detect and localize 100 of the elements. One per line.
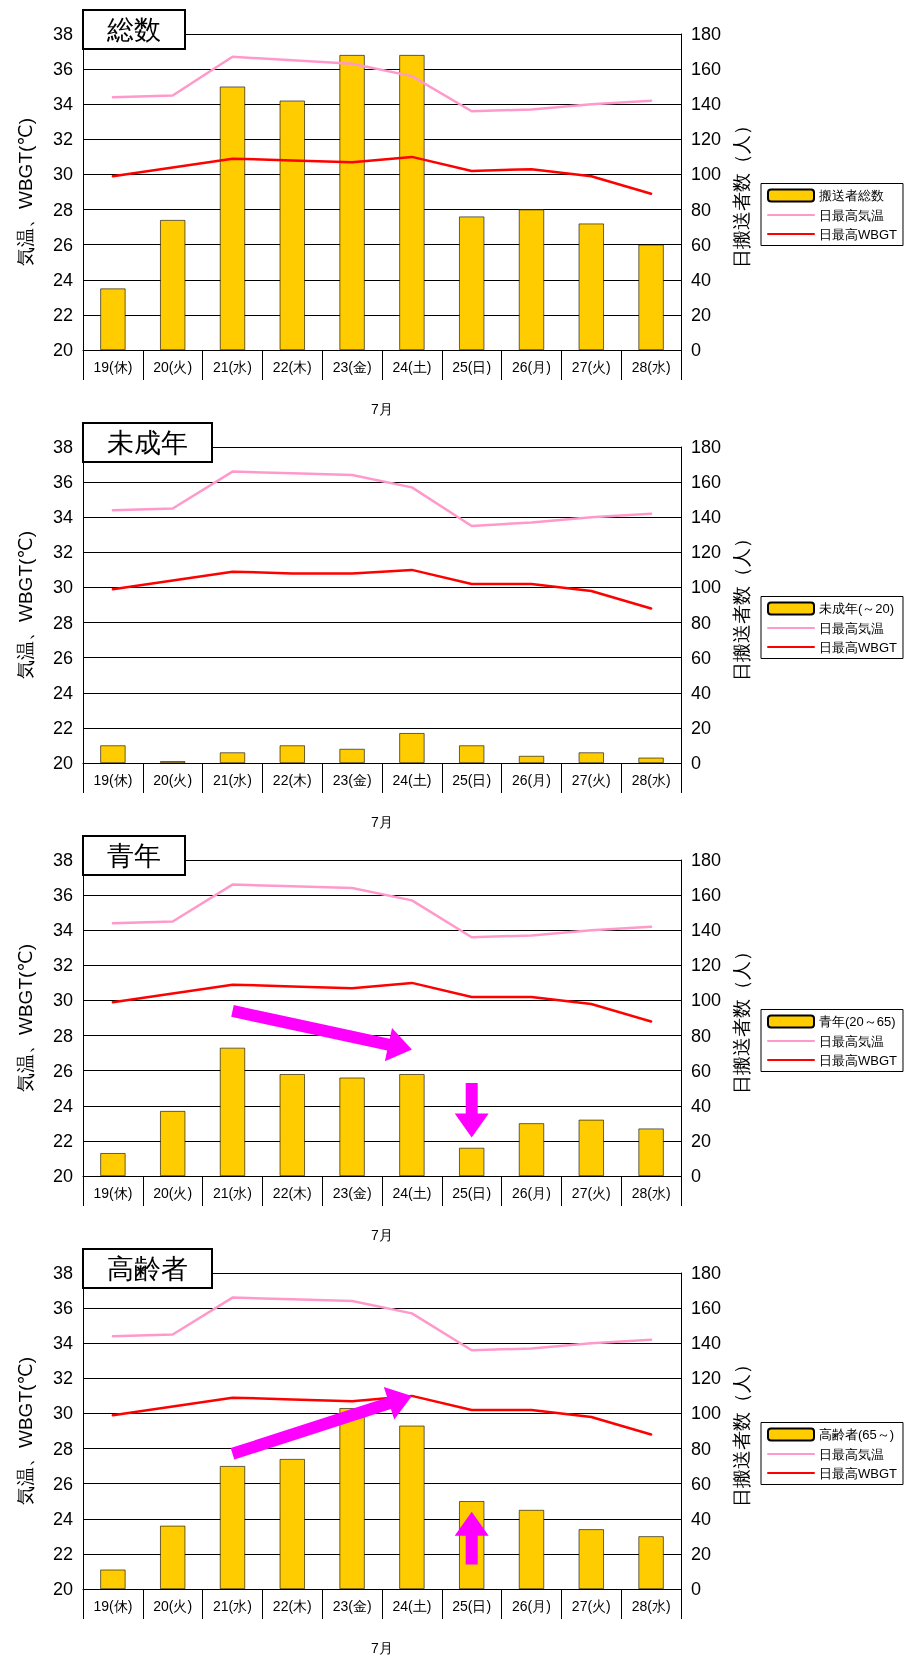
y-axis-title: 気温、WBGT(℃) (15, 118, 36, 266)
y-tick-label: 24 (52, 269, 73, 290)
x-tick-label: 24(土) (392, 1598, 432, 1614)
legend-label: 日最高気温 (819, 207, 885, 223)
x-tick-label: 24(土) (392, 1185, 432, 1201)
y2-tick-label: 20 (691, 304, 712, 325)
line-series (111, 55, 653, 113)
x-tick-label: 25(日) (452, 1185, 492, 1201)
bar (459, 1147, 485, 1176)
y2-tick-label: 60 (691, 647, 712, 668)
y2-tick-label: 140 (691, 1333, 722, 1354)
y-tick-label: 22 (52, 304, 73, 325)
y-tick-label: 34 (52, 507, 73, 528)
chart-title: 青年 (107, 840, 161, 871)
y2-axis-title: 日搬送者数（人） (730, 529, 752, 681)
x-tick-label: 24(土) (392, 772, 432, 788)
x-axis-title: 7月 (371, 1640, 393, 1656)
y2-axis-title: 日搬送者数（人） (730, 1355, 752, 1507)
legend-label: 青年(20～65) (819, 1014, 896, 1029)
x-tick-label: 19(休) (93, 772, 133, 788)
y2-tick-label: 180 (691, 1263, 722, 1283)
x-tick-label: 21(水) (213, 359, 252, 375)
x-tick-label: 26(月) (512, 1185, 551, 1201)
y2-tick-label: 60 (691, 1060, 712, 1081)
y-tick-label: 30 (52, 990, 73, 1011)
y-tick-label: 26 (52, 1060, 73, 1081)
y-tick-label: 24 (52, 682, 73, 703)
x-tick-label: 23(金) (332, 1185, 372, 1201)
y-tick-label: 28 (52, 1025, 73, 1046)
x-tick-label: 24(土) (392, 359, 432, 375)
x-tick-label: 22(木) (272, 359, 312, 375)
y-tick-label: 22 (52, 1130, 73, 1151)
bar (459, 745, 485, 763)
x-axis-title: 7月 (371, 1227, 393, 1243)
y-tick-label: 20 (52, 1579, 73, 1599)
bar (399, 733, 425, 763)
line-series (111, 568, 653, 610)
bar (279, 745, 305, 763)
y2-tick-label: 20 (691, 1130, 712, 1151)
chart-title: 総数 (106, 14, 161, 45)
y-tick-label: 30 (52, 164, 73, 185)
y-tick-label: 32 (52, 542, 73, 563)
y2-axis-title: 日搬送者数（人） (730, 942, 752, 1094)
y-tick-label: 36 (52, 1298, 73, 1319)
y-tick-label: 34 (52, 920, 73, 941)
y-tick-label: 32 (52, 955, 73, 976)
x-tick-label: 27(火) (571, 1185, 611, 1201)
y-tick-label: 28 (52, 612, 73, 633)
legend-label: 日最高WBGT (819, 1465, 898, 1481)
x-tick-label: 28(水) (631, 359, 671, 375)
legend-label: 日最高気温 (819, 1033, 885, 1049)
y2-tick-label: 160 (691, 885, 722, 906)
line-series (111, 470, 653, 528)
bar (219, 752, 246, 763)
x-tick-label: 25(日) (452, 772, 492, 788)
y2-tick-label: 40 (691, 1508, 712, 1529)
y-tick-label: 30 (52, 577, 73, 598)
x-tick-label: 28(水) (631, 1598, 671, 1614)
bar (578, 752, 604, 763)
y-tick-label: 36 (52, 885, 73, 906)
y2-tick-label: 100 (691, 164, 722, 185)
y2-tick-label: 180 (691, 850, 722, 870)
legend-label: 日最高気温 (819, 1446, 885, 1462)
x-tick-label: 22(木) (272, 1185, 312, 1201)
y2-tick-label: 0 (691, 1166, 702, 1186)
y-tick-label: 38 (52, 850, 73, 870)
y-axis-title: 気温、WBGT(℃) (15, 1357, 36, 1505)
y2-tick-label: 100 (691, 1403, 722, 1424)
y2-tick-label: 120 (691, 955, 722, 976)
y2-tick-label: 120 (691, 1368, 722, 1389)
y2-tick-label: 100 (691, 990, 722, 1011)
y2-tick-label: 20 (691, 1543, 712, 1564)
x-tick-label: 23(金) (332, 1598, 372, 1614)
line-series (111, 981, 653, 1023)
y-tick-label: 36 (52, 472, 73, 493)
bar (339, 748, 365, 763)
bar (100, 1569, 126, 1589)
y-tick-label: 24 (52, 1095, 73, 1116)
x-tick-label: 19(休) (93, 1598, 133, 1614)
y2-tick-label: 20 (691, 717, 712, 738)
y-tick-label: 38 (52, 24, 73, 44)
line-series (111, 1296, 653, 1352)
y2-tick-label: 40 (691, 1095, 712, 1116)
line-series (111, 1394, 653, 1436)
x-tick-label: 22(木) (272, 772, 312, 788)
x-tick-label: 21(水) (213, 1185, 252, 1201)
bar (100, 745, 126, 763)
y2-tick-label: 140 (691, 94, 722, 115)
y-tick-label: 20 (52, 340, 73, 360)
y2-tick-label: 100 (691, 577, 722, 598)
y2-tick-label: 40 (691, 269, 712, 290)
bar (638, 757, 664, 763)
y-tick-label: 28 (52, 1438, 73, 1459)
y-tick-label: 34 (52, 1333, 73, 1354)
chart-title: 未成年 (107, 427, 188, 458)
x-tick-label: 26(月) (512, 1598, 551, 1614)
y-tick-label: 32 (52, 1368, 73, 1389)
y2-tick-label: 0 (691, 340, 702, 360)
legend-label: 高齢者(65～) (819, 1427, 895, 1442)
y-tick-label: 26 (52, 647, 73, 668)
